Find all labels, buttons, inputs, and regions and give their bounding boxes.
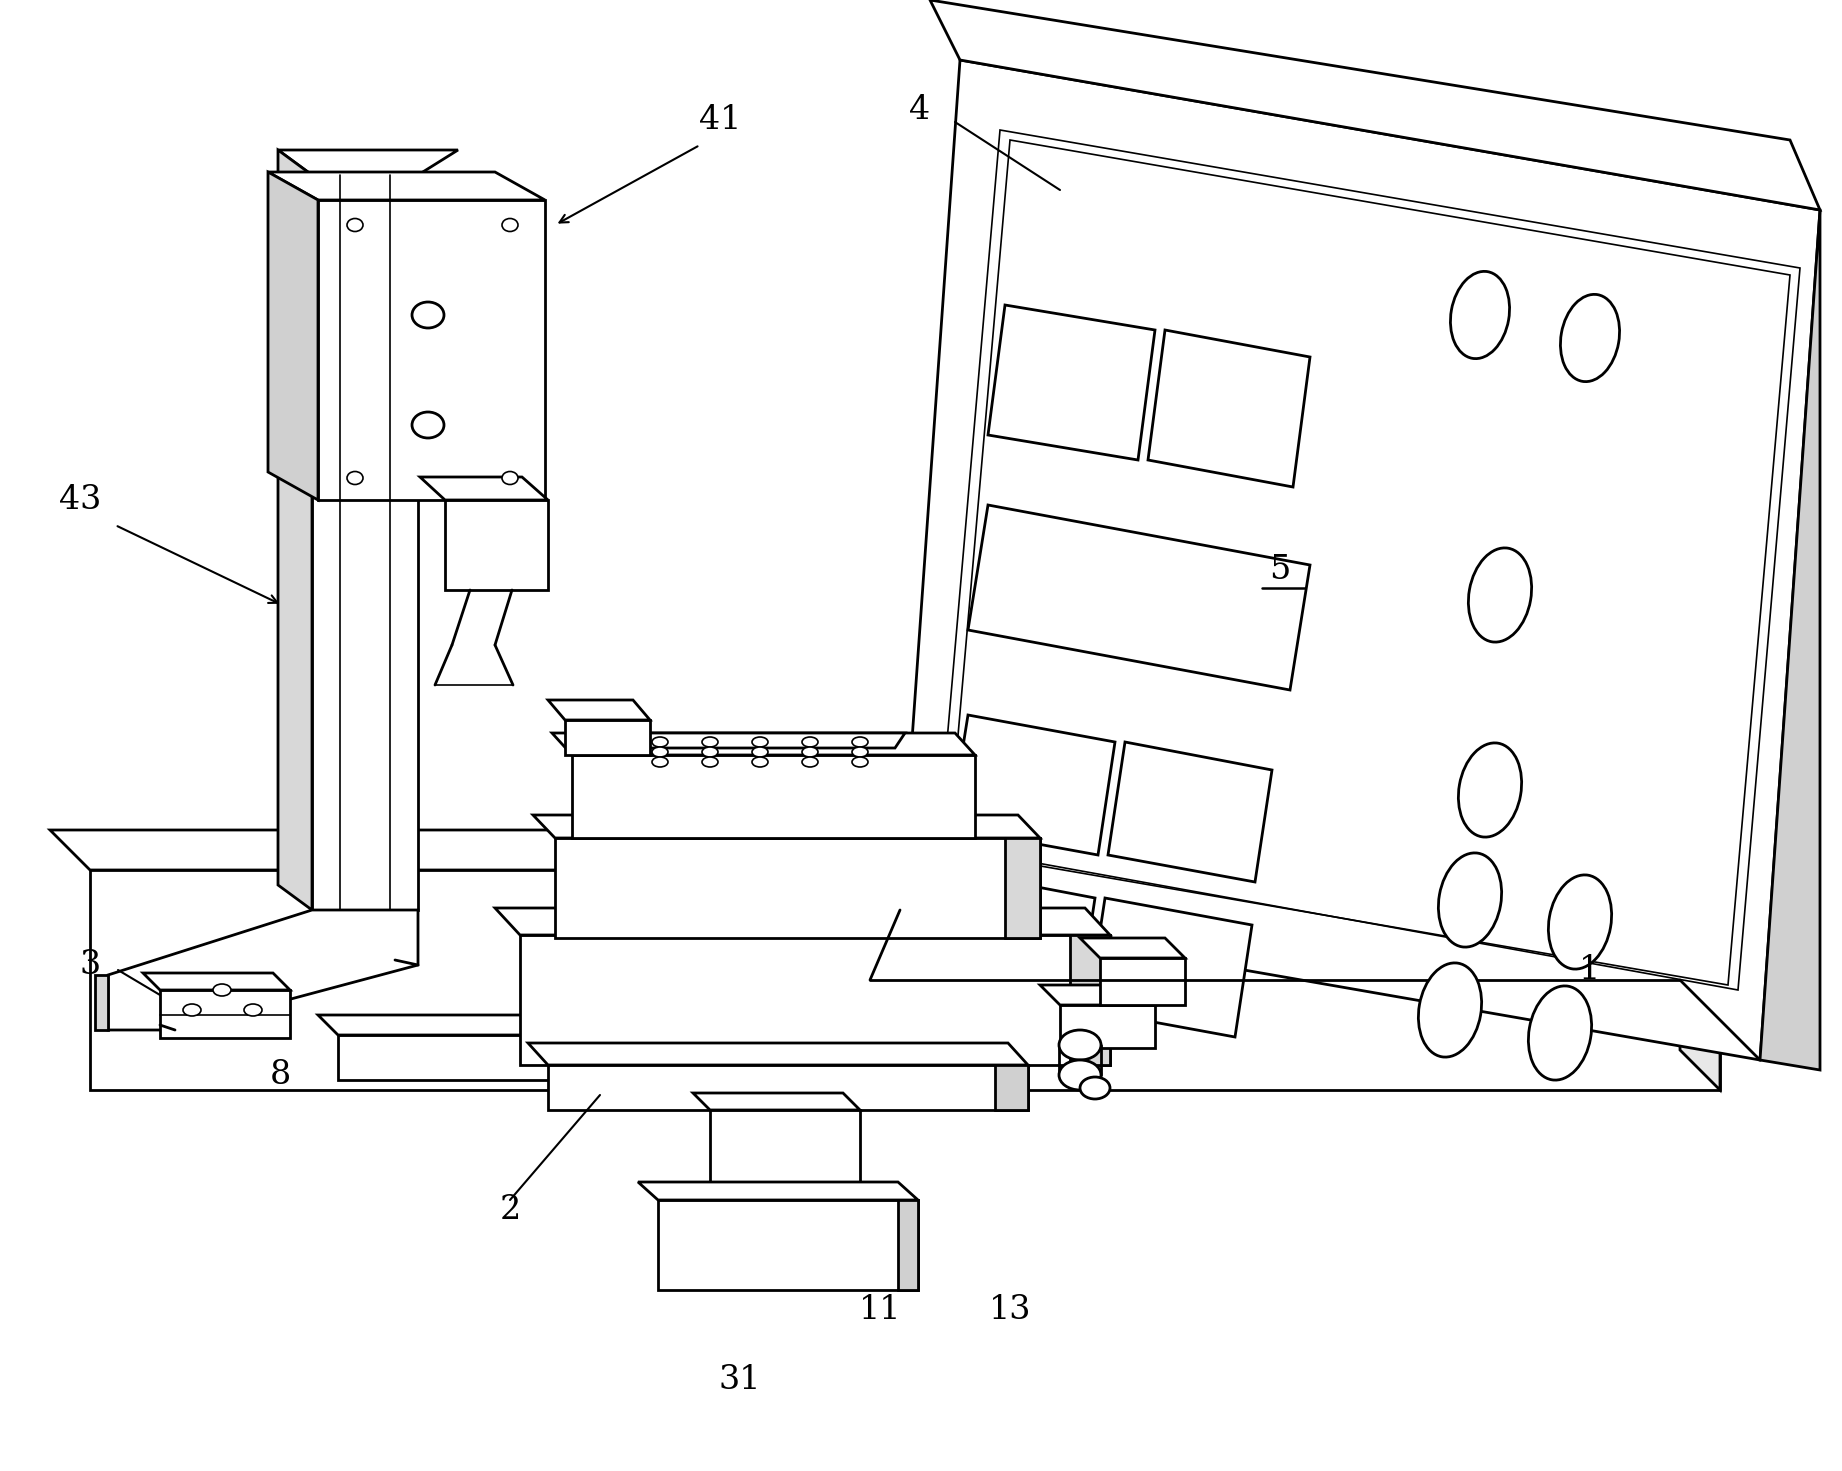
Text: 13: 13 [989, 1294, 1032, 1325]
Ellipse shape [182, 1005, 201, 1016]
Polygon shape [446, 500, 549, 590]
Polygon shape [573, 755, 974, 838]
Ellipse shape [752, 737, 768, 747]
Ellipse shape [801, 747, 818, 758]
Polygon shape [519, 936, 1111, 1065]
Text: 43: 43 [59, 484, 101, 516]
Ellipse shape [801, 758, 818, 766]
Text: 5: 5 [1269, 555, 1291, 585]
Polygon shape [311, 175, 418, 911]
Polygon shape [96, 975, 109, 1030]
Polygon shape [1100, 958, 1184, 1005]
Polygon shape [1006, 838, 1041, 938]
Ellipse shape [214, 984, 230, 996]
Polygon shape [658, 1200, 917, 1290]
Polygon shape [1070, 936, 1111, 1065]
Polygon shape [950, 715, 1114, 855]
Ellipse shape [346, 219, 363, 231]
Ellipse shape [652, 747, 669, 758]
Text: 31: 31 [718, 1364, 761, 1396]
Polygon shape [1059, 1005, 1155, 1047]
Ellipse shape [1418, 964, 1481, 1058]
Polygon shape [969, 505, 1310, 690]
Ellipse shape [346, 472, 363, 484]
Ellipse shape [853, 747, 868, 758]
Ellipse shape [1450, 271, 1510, 359]
Ellipse shape [752, 758, 768, 766]
Text: 1: 1 [1579, 955, 1601, 986]
Polygon shape [532, 815, 1041, 838]
Ellipse shape [413, 302, 444, 328]
Polygon shape [1079, 938, 1184, 958]
Ellipse shape [702, 747, 718, 758]
Text: 3: 3 [79, 949, 101, 981]
Ellipse shape [853, 737, 868, 747]
Polygon shape [899, 1200, 917, 1290]
Ellipse shape [1549, 875, 1612, 969]
Polygon shape [50, 830, 1720, 869]
Polygon shape [337, 1036, 814, 1080]
Polygon shape [637, 1183, 917, 1200]
Ellipse shape [801, 737, 818, 747]
Polygon shape [709, 1111, 860, 1200]
Polygon shape [995, 1065, 1028, 1111]
Polygon shape [1148, 330, 1310, 487]
Polygon shape [1109, 741, 1273, 883]
Polygon shape [160, 990, 289, 1039]
Ellipse shape [702, 737, 718, 747]
Ellipse shape [413, 412, 444, 438]
Polygon shape [278, 150, 311, 911]
Ellipse shape [243, 1005, 262, 1016]
Polygon shape [144, 972, 289, 990]
Polygon shape [619, 733, 904, 747]
Polygon shape [278, 150, 459, 175]
Polygon shape [930, 869, 1094, 1011]
Ellipse shape [652, 737, 669, 747]
Polygon shape [901, 60, 1820, 1061]
Text: 41: 41 [698, 104, 740, 135]
Polygon shape [1041, 986, 1155, 1005]
Ellipse shape [1059, 1030, 1102, 1061]
Polygon shape [109, 911, 418, 1030]
Ellipse shape [1459, 743, 1521, 837]
Ellipse shape [702, 758, 718, 766]
Text: 8: 8 [269, 1059, 291, 1091]
Ellipse shape [752, 747, 768, 758]
Polygon shape [267, 172, 319, 500]
Ellipse shape [853, 758, 868, 766]
Polygon shape [554, 838, 1041, 938]
Ellipse shape [1529, 986, 1591, 1080]
Text: 11: 11 [858, 1294, 901, 1325]
Ellipse shape [1079, 1077, 1111, 1099]
Text: 2: 2 [499, 1194, 521, 1225]
Polygon shape [1680, 830, 1720, 1090]
Polygon shape [267, 172, 545, 200]
Polygon shape [1089, 897, 1253, 1037]
Polygon shape [495, 908, 1111, 936]
Text: 4: 4 [910, 94, 930, 127]
Ellipse shape [503, 472, 518, 484]
Polygon shape [693, 1093, 860, 1111]
Polygon shape [529, 1043, 1028, 1065]
Polygon shape [420, 477, 549, 500]
Polygon shape [319, 200, 545, 500]
Ellipse shape [1560, 294, 1619, 381]
Polygon shape [1759, 210, 1820, 1069]
Polygon shape [565, 719, 650, 755]
Ellipse shape [652, 758, 669, 766]
Ellipse shape [503, 219, 518, 231]
Polygon shape [549, 1065, 1028, 1111]
Polygon shape [987, 304, 1155, 460]
Polygon shape [90, 869, 1720, 1090]
Polygon shape [549, 700, 650, 719]
Ellipse shape [1439, 853, 1501, 947]
Polygon shape [930, 0, 1820, 210]
Ellipse shape [1468, 547, 1533, 641]
Polygon shape [553, 733, 974, 755]
Polygon shape [319, 1015, 814, 1036]
Ellipse shape [1059, 1061, 1102, 1090]
